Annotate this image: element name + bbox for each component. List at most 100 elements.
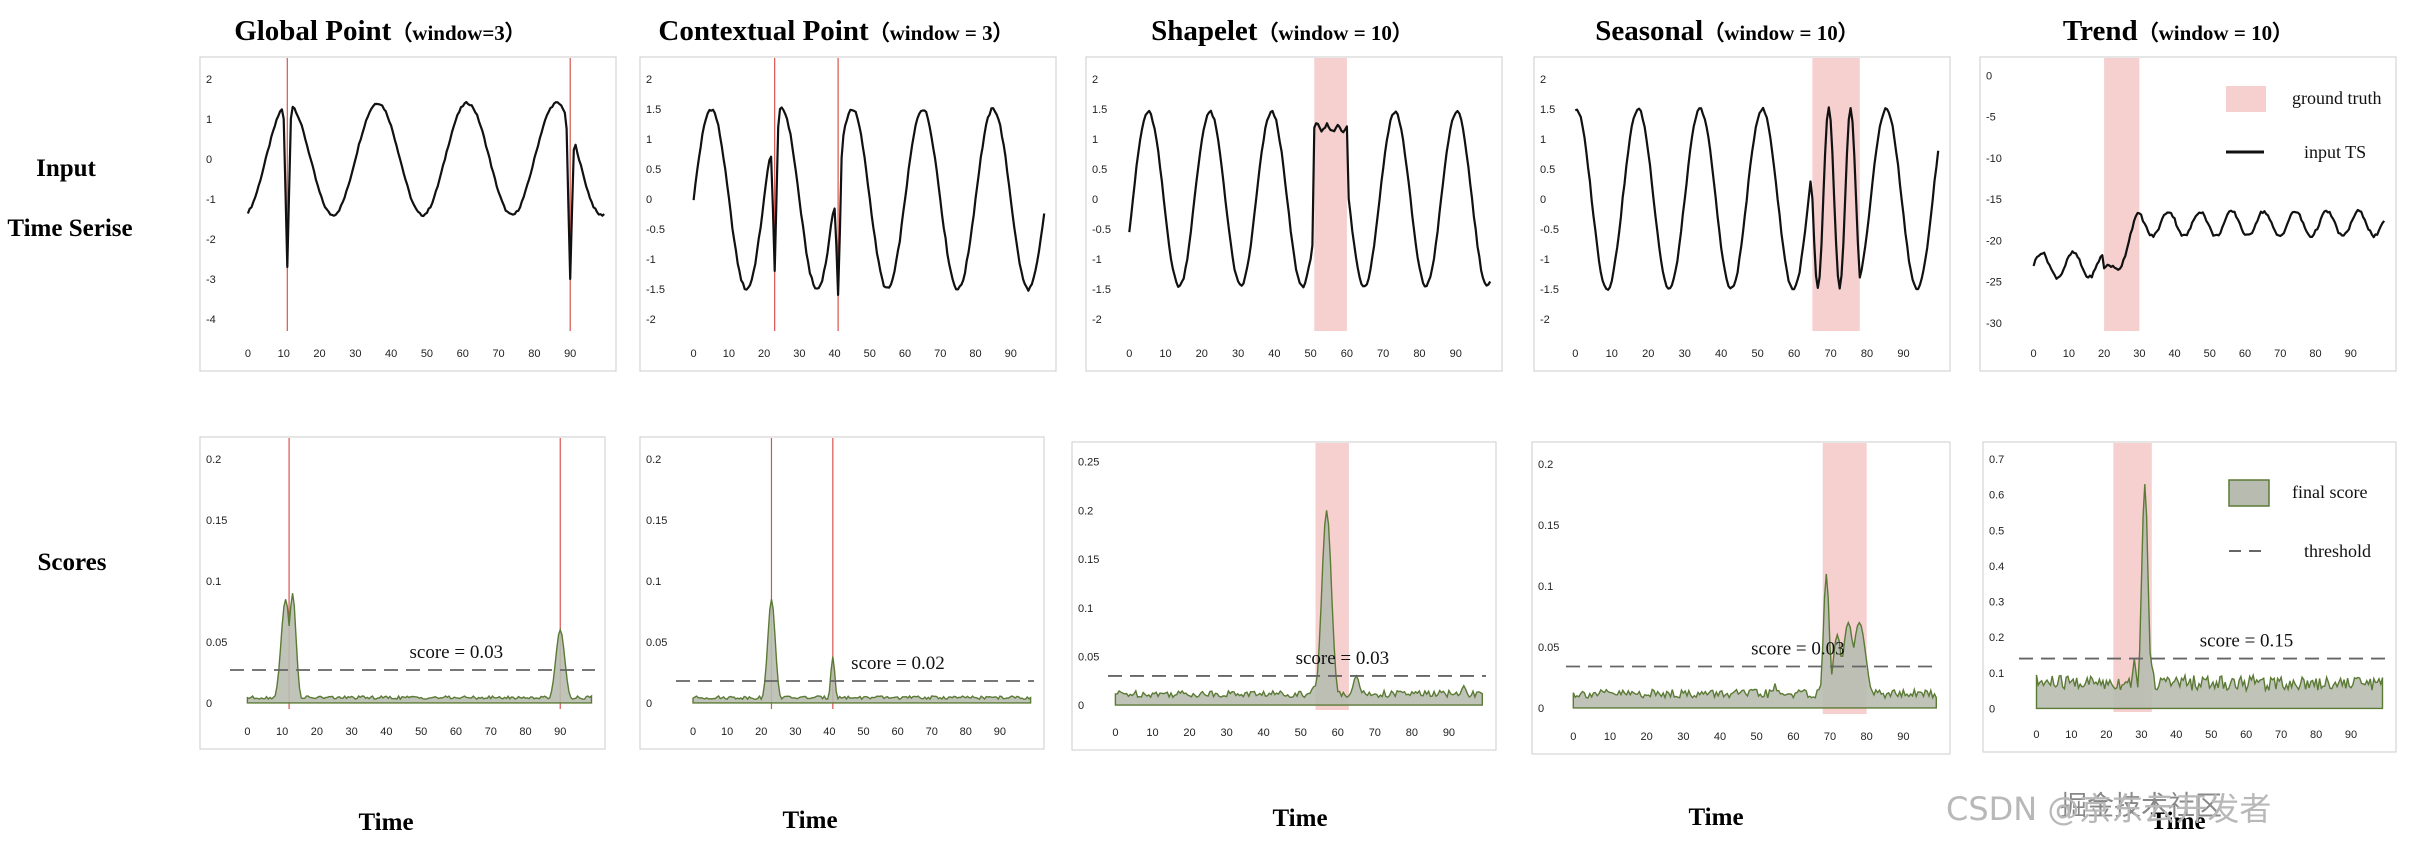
y-tick-label: 0	[206, 698, 212, 710]
x-tick-label: 70	[934, 348, 946, 360]
x-tick-label: 60	[899, 348, 911, 360]
panel-contextual_point_scores: 0 10 20 30 40 50 60 70 80 90 0.2 0.15 0.1 0.05 0 score …	[639, 436, 1045, 750]
x-tick-label: 50	[1751, 731, 1763, 743]
y-tick-label: -2	[1092, 314, 1102, 326]
legend-ground-truth-label: ground truth	[2292, 88, 2382, 108]
y-tick-label: -20	[1986, 235, 2002, 247]
final-score-area	[1572, 573, 1937, 709]
x-tick-label: 50	[2205, 729, 2217, 741]
legend-final-score-swatch	[2228, 479, 2270, 507]
y-tick-label: 0.15	[646, 515, 667, 527]
y-tick-label: 0.7	[1989, 454, 2004, 466]
x-tick-label: 60	[891, 726, 903, 738]
y-tick-label: 0.1	[646, 576, 661, 588]
panel-seasonal_input: 0 10 20 30 40 50 60 70 80 90 2 1.5 1 0.5 0 -0.5 -1 -1.5 -2	[1533, 56, 1951, 372]
legend-threshold-label: threshold	[2304, 541, 2371, 561]
y-tick-label: 0.05	[206, 637, 227, 649]
svg-text:Trend（window = 10）: Trend（window = 10）	[2063, 15, 2293, 47]
legend-input-ts-label: input TS	[2304, 142, 2366, 162]
x-tick-label: 90	[1443, 727, 1455, 739]
x-tick-label: 30	[1679, 348, 1691, 360]
x-tick-label: 30	[346, 726, 358, 738]
x-tick-label: 30	[793, 348, 805, 360]
x-tick-label: 0	[691, 348, 697, 360]
x-tick-label: 0	[690, 726, 696, 738]
x-tick-label: 50	[421, 348, 433, 360]
x-tick-label: 40	[828, 348, 840, 360]
x-tick-label: 0	[1126, 348, 1132, 360]
title-global-point-sub: （window=3）	[391, 21, 526, 45]
x-tick-label: 10	[721, 726, 733, 738]
score-label: score = 0.03	[1751, 638, 1845, 659]
y-tick-label: -1	[1092, 254, 1102, 266]
svg-text:Seasonal（window = 10）: Seasonal（window = 10）	[1595, 15, 1858, 47]
x-label-2: Time	[782, 807, 837, 834]
y-tick-label: 0.2	[646, 454, 661, 466]
x-tick-label: 80	[969, 348, 981, 360]
x-tick-label: 20	[2100, 729, 2112, 741]
panel-frame	[1085, 56, 1503, 372]
title-contextual-point-main: Contextual Point	[658, 15, 869, 47]
x-tick-label: 0	[245, 348, 251, 360]
score-label: score = 0.03	[1296, 648, 1390, 669]
y-tick-label: 0.4	[1989, 561, 2004, 573]
x-tick-label: 0	[1572, 348, 1578, 360]
y-tick-label: 0.15	[206, 515, 227, 527]
y-tick-label: 0.2	[1538, 459, 1553, 471]
watermark: CSDN @京东云开发者	[1946, 790, 2271, 828]
x-tick-label: 20	[758, 348, 770, 360]
x-tick-label: 30	[1220, 727, 1232, 739]
x-label-5: Time	[2150, 808, 2205, 835]
title-trend: Trend（window = 10）	[2063, 15, 2293, 47]
x-tick-label: 80	[1406, 727, 1418, 739]
y-tick-label: 0.2	[1989, 632, 2004, 644]
y-tick-label: -4	[206, 314, 216, 326]
y-tick-label: 0.25	[1078, 457, 1099, 469]
panel-frame	[639, 436, 1045, 750]
y-tick-label: 0	[1092, 194, 1098, 206]
x-tick-label: 80	[528, 348, 540, 360]
title-seasonal-sub: （window = 10）	[1703, 21, 1859, 45]
y-tick-label: -15	[1986, 194, 2002, 206]
panel-seasonal_scores: 0 10 20 30 40 50 60 70 80 90 0.2 0.15 0.1 0.05 0 score …	[1531, 441, 1951, 755]
x-tick-label: 10	[2065, 729, 2077, 741]
x-tick-label: 50	[1305, 348, 1317, 360]
y-tick-label: 1	[1092, 134, 1098, 146]
row-label-scores: Scores	[38, 549, 107, 576]
y-tick-label: -1	[1540, 254, 1550, 266]
x-tick-label: 20	[313, 348, 325, 360]
x-tick-label: 90	[1897, 731, 1909, 743]
x-tick-label: 20	[2098, 348, 2110, 360]
x-tick-label: 90	[554, 726, 566, 738]
x-tick-label: 0	[1570, 731, 1576, 743]
panel-contextual_point_input: 0 10 20 30 40 50 60 70 80 90 2 1.5 1 0.5 0 -0.5 -1 -1.5 -2	[639, 56, 1057, 372]
x-tick-label: 20	[1183, 727, 1195, 739]
x-tick-label: 60	[450, 726, 462, 738]
x-tick-label: 50	[1295, 727, 1307, 739]
y-tick-label: 0	[646, 194, 652, 206]
y-tick-label: 2	[1540, 74, 1546, 86]
y-tick-label: 1	[206, 114, 212, 126]
svg-text:Shapelet（window = 10）: Shapelet（window = 10）	[1151, 15, 1413, 47]
x-tick-label: 70	[1369, 727, 1381, 739]
y-tick-label: -1.5	[646, 284, 665, 296]
x-tick-label: 10	[276, 726, 288, 738]
y-tick-label: 1	[1540, 134, 1546, 146]
y-tick-label: -1	[206, 194, 216, 206]
x-tick-label: 40	[2168, 348, 2180, 360]
x-tick-label: 50	[415, 726, 427, 738]
x-tick-label: 70	[492, 348, 504, 360]
svg-text:Contextual Point（window = 3）: Contextual Point（window = 3）	[658, 15, 1013, 47]
x-tick-label: 90	[564, 348, 576, 360]
x-tick-label: 70	[926, 726, 938, 738]
title-trend-main: Trend	[2063, 15, 2138, 47]
time-series-line	[2032, 208, 2386, 280]
x-label-4: Time	[1688, 804, 1743, 831]
y-tick-label: 0.05	[1538, 642, 1559, 654]
y-tick-label: -30	[1986, 318, 2002, 330]
title-global-point: Global Point（window=3）	[234, 15, 526, 47]
x-tick-label: 60	[1788, 348, 1800, 360]
y-tick-label: 0.15	[1078, 554, 1099, 566]
y-tick-label: -1	[646, 254, 656, 266]
x-label-3: Time	[1272, 805, 1327, 832]
